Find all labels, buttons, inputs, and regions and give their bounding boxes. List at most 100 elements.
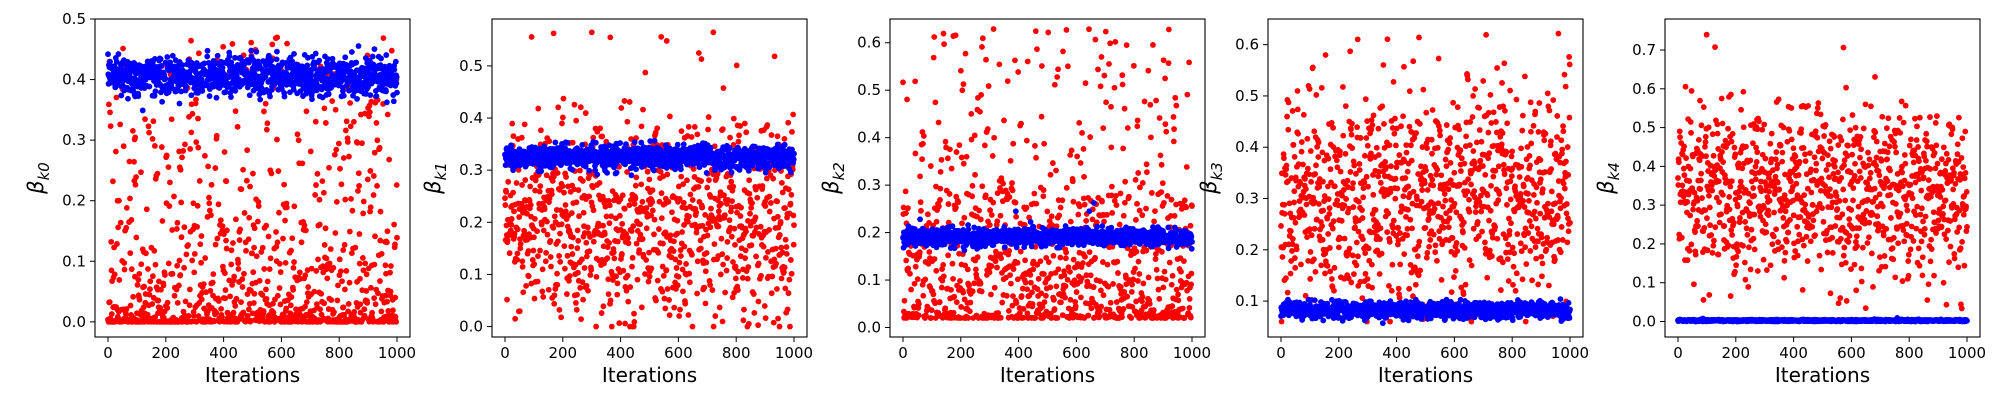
data-point [224, 228, 230, 234]
data-point [903, 189, 909, 195]
data-point [509, 216, 515, 222]
x-tick-label: 400 [606, 344, 635, 362]
data-point [261, 266, 267, 272]
data-point [346, 301, 352, 307]
data-point [716, 208, 722, 214]
data-point [1058, 299, 1064, 305]
data-point [655, 250, 661, 256]
data-point [554, 282, 560, 288]
data-point [532, 296, 538, 302]
data-point [705, 233, 711, 239]
data-point [162, 76, 168, 82]
data-point [986, 83, 992, 89]
data-point [784, 244, 790, 250]
data-point [745, 276, 751, 282]
data-point [957, 278, 963, 284]
data-point [539, 222, 545, 228]
data-point [583, 240, 589, 246]
data-point [1156, 296, 1162, 302]
data-point [1147, 301, 1153, 307]
data-point [508, 142, 514, 148]
data-point [942, 305, 948, 311]
data-point [333, 107, 339, 113]
data-point [195, 116, 201, 122]
data-point [710, 287, 716, 293]
data-point [931, 34, 937, 40]
data-point [284, 205, 290, 211]
data-point [614, 292, 620, 298]
data-point [1103, 29, 1109, 35]
data-point [1151, 307, 1157, 313]
data-point [1098, 304, 1104, 310]
data-point [535, 106, 541, 112]
data-point [1039, 63, 1045, 69]
data-point [658, 34, 664, 40]
data-point [384, 99, 390, 105]
data-point [152, 143, 158, 149]
data-point [555, 238, 561, 244]
data-point [188, 129, 194, 135]
data-point [710, 29, 716, 35]
data-point [150, 273, 156, 279]
data-point [176, 283, 182, 289]
data-point [567, 273, 573, 279]
data-point [1099, 199, 1105, 205]
data-point [1152, 208, 1158, 214]
data-point [1143, 206, 1149, 212]
data-point [1041, 271, 1047, 277]
x-axis-label: Iterations [205, 363, 300, 387]
data-point [356, 183, 362, 189]
data-point [159, 144, 165, 150]
data-point [916, 301, 922, 307]
data-point [1133, 217, 1139, 223]
data-point [323, 120, 329, 126]
data-point [392, 295, 398, 301]
data-point [213, 242, 219, 248]
data-point [223, 287, 229, 293]
data-point [775, 214, 781, 220]
data-point [718, 236, 724, 242]
data-point [730, 184, 736, 190]
data-point [574, 307, 580, 313]
data-point [1041, 187, 1047, 193]
data-point [644, 225, 650, 231]
data-point [238, 299, 244, 305]
data-point [231, 310, 237, 316]
data-point [1060, 197, 1066, 203]
data-point [1105, 262, 1111, 268]
data-point [385, 228, 391, 234]
data-point [515, 226, 521, 232]
data-point [198, 260, 204, 266]
data-point [368, 204, 374, 210]
data-point [606, 291, 612, 297]
data-point [394, 74, 400, 80]
data-point [689, 134, 695, 140]
data-point [185, 242, 191, 248]
data-point [735, 287, 741, 293]
data-point [189, 258, 195, 264]
data-point [751, 310, 757, 316]
data-point [937, 186, 943, 192]
data-point [627, 284, 633, 290]
data-point [574, 245, 580, 251]
data-point [238, 186, 244, 192]
data-point [274, 137, 280, 143]
data-point [626, 240, 632, 246]
data-point [720, 262, 726, 268]
data-point [1120, 82, 1126, 88]
data-point [972, 133, 978, 139]
data-point [679, 128, 685, 134]
data-point [332, 152, 338, 158]
data-point [215, 53, 221, 59]
data-point [943, 139, 949, 145]
data-point [1051, 297, 1057, 303]
data-point [121, 143, 127, 149]
data-point [122, 267, 128, 273]
data-point [169, 116, 175, 122]
data-point [171, 194, 177, 200]
data-point [720, 126, 726, 132]
data-point [256, 203, 262, 209]
data-point [704, 170, 710, 176]
data-point [675, 142, 681, 148]
data-point [1076, 120, 1082, 126]
